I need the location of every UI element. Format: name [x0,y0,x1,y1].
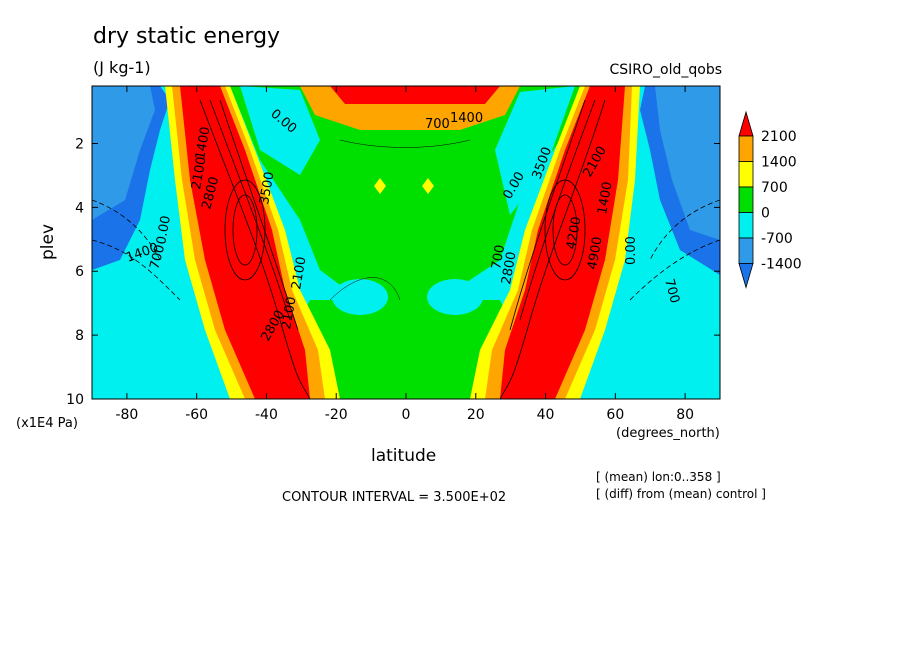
y-axis-label: plev [38,223,59,261]
contour-label: 700 [489,244,508,271]
colorbar-swatch [738,110,754,137]
field-right-red [500,86,625,399]
colorbar-label: 0 [761,206,770,222]
note-mean: [ (mean) lon:0..358 ] [596,470,721,484]
contour-label: 4900 [585,235,606,270]
x-tick-label: 0 [402,407,411,423]
field-yellow-spot-left [374,178,386,194]
field-left-red [180,86,310,399]
x-tick-label: -60 [185,407,208,423]
field-yellow-spot-right [422,178,434,194]
contour-label: 0.00 [624,236,639,265]
colorbar-label: 1400 [761,155,797,171]
contour-label: 700 [425,117,450,132]
colorbar: 2100 1400 700 0 -700 -1400 [738,110,802,289]
chart-units: (J kg-1) [93,58,151,77]
colorbar-swatch [738,186,754,213]
note-diff: [ (diff) from (mean) control ] [596,487,766,501]
contour-label: 1400 [193,125,214,160]
colorbar-swatch [738,135,754,162]
contour-label: 2800 [499,250,520,285]
contour-label: 4200 [564,215,585,250]
contour-interval: CONTOUR INTERVAL = 3.500E+02 [282,490,507,505]
contour-label: 2100 [279,295,300,330]
field-cyan-bubble-right [427,279,483,315]
x-tick-label: 20 [467,407,485,423]
y-tick-label: 8 [75,328,84,344]
contour-label: 1400 [595,180,616,215]
colorbar-swatch [738,161,754,188]
contour-label: 0.00 [154,215,174,246]
x-axis: -80 -60 -40 -20 0 20 40 60 80 [115,86,694,423]
model-label: CSIRO_old_qobs [609,62,722,78]
contour-lines [92,99,720,399]
x-axis-label: latitude [371,446,437,466]
contour-label: 2100 [189,155,210,190]
field-right-blue-dark [655,86,720,240]
colorbar-label: -700 [761,231,793,247]
field-left-blue-dark [92,86,155,220]
field-center-green [230,86,580,320]
x-tick-label: -20 [325,407,348,423]
x-tick-label: 60 [606,407,624,423]
x-tick-label: -80 [115,407,138,423]
field-cyan-upper-right [495,86,575,215]
contour-label: 2100 [289,255,310,290]
y-tick-label: 6 [75,264,84,280]
y-tick-label: 10 [66,392,84,408]
field-cyan-bubble-left [332,279,388,315]
field-cyan-upper-left [240,86,320,175]
contour-label: 700 [661,277,682,305]
contour-label: 1400 [450,111,483,126]
colorbar-swatch [738,237,754,264]
chart-title: dry static energy [93,24,281,49]
x-tick-label: -40 [255,407,278,423]
contour-label: 700 [147,243,168,271]
y-tick-label: 2 [75,136,84,152]
x-axis-unit: (degrees_north) [616,426,720,441]
filled-contours [92,86,720,399]
y-axis: 2 4 6 8 10 [66,136,720,408]
x-tick-label: 40 [537,407,555,423]
colorbar-label: 700 [761,180,788,196]
colorbar-label: 2100 [761,129,797,145]
colorbar-swatch [738,212,754,239]
y-tick-label: 4 [75,200,84,216]
colorbar-label: -1400 [761,257,802,273]
colorbar-swatch [738,263,754,289]
field-top-red [330,86,500,104]
x-tick-label: 80 [676,407,694,423]
contour-label: 3500 [257,170,278,205]
y-axis-unit: (x1E4 Pa) [16,416,78,431]
